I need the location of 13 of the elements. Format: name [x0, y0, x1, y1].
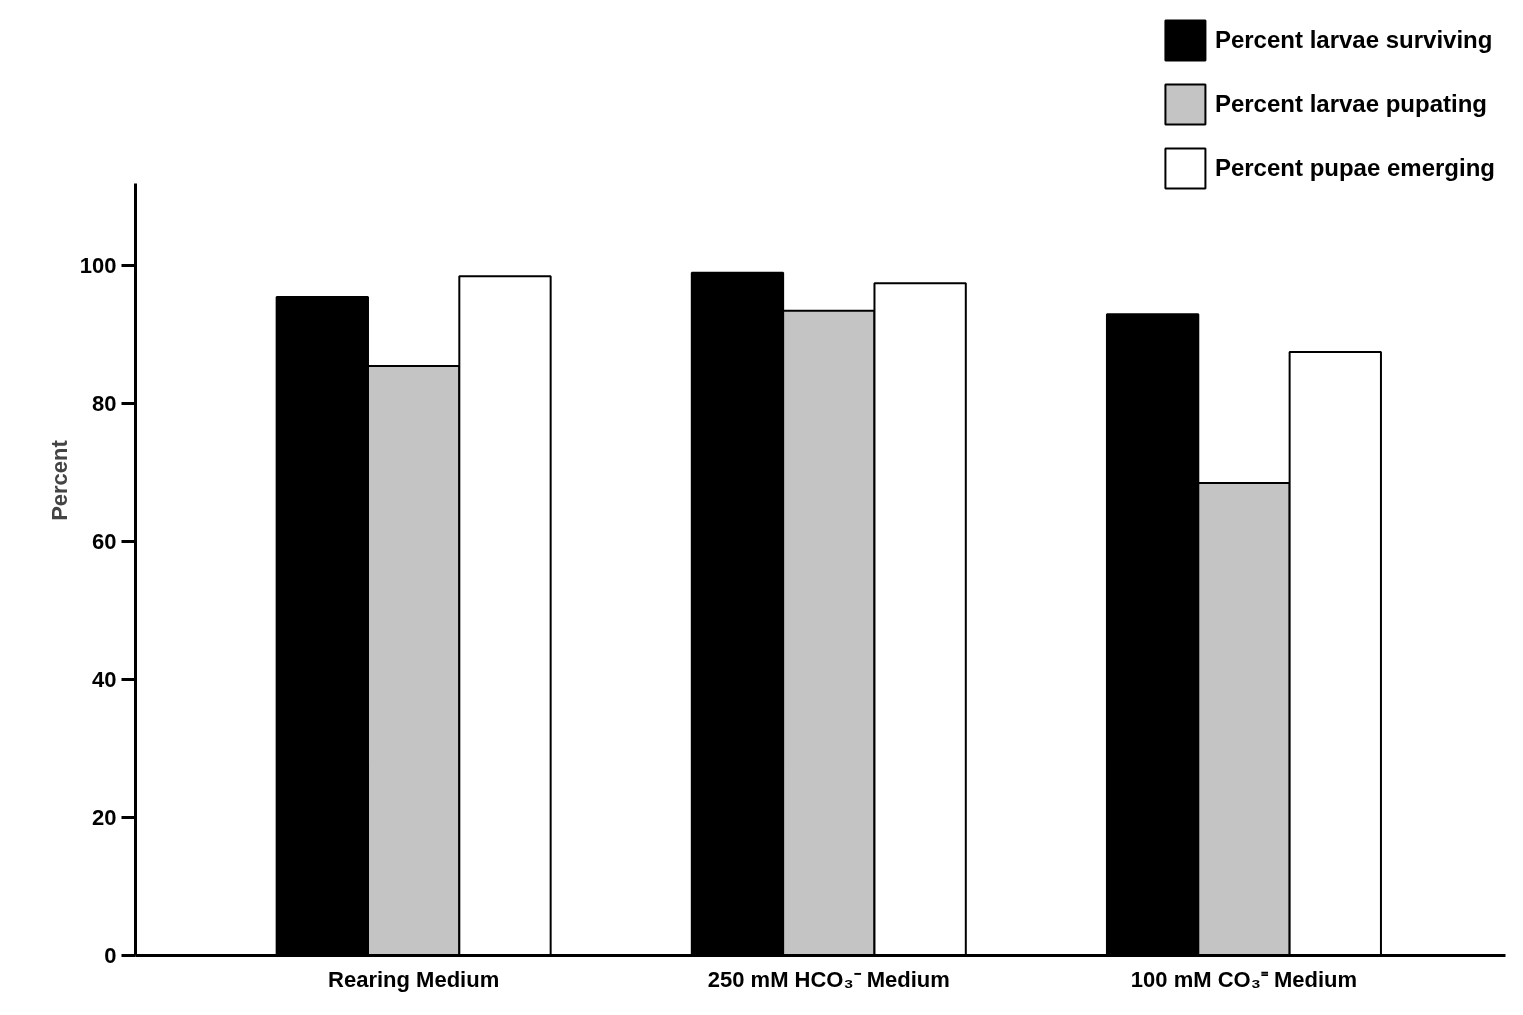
y-tick-label: 20: [92, 805, 117, 831]
x-tick-label: 100 mM CO₃⁼ Medium: [1130, 966, 1358, 992]
legend-label: Percent pupae emerging: [1214, 154, 1495, 182]
y-tick-label: 60: [92, 529, 117, 555]
y-axis-title: Percent: [46, 439, 72, 521]
y-tick-label: 100: [79, 253, 117, 279]
x-tick-label: Rearing Medium: [328, 966, 500, 992]
legend-label: Percent larvae surviving: [1214, 26, 1493, 54]
y-tick-label: 40: [92, 667, 117, 693]
legend-label: Percent larvae pupating: [1214, 90, 1488, 118]
y-tick-label: 0: [104, 943, 117, 968]
y-tick-label: 80: [92, 391, 117, 417]
x-tick-label: 250 mM HCO₃⁻ Medium: [707, 966, 950, 992]
